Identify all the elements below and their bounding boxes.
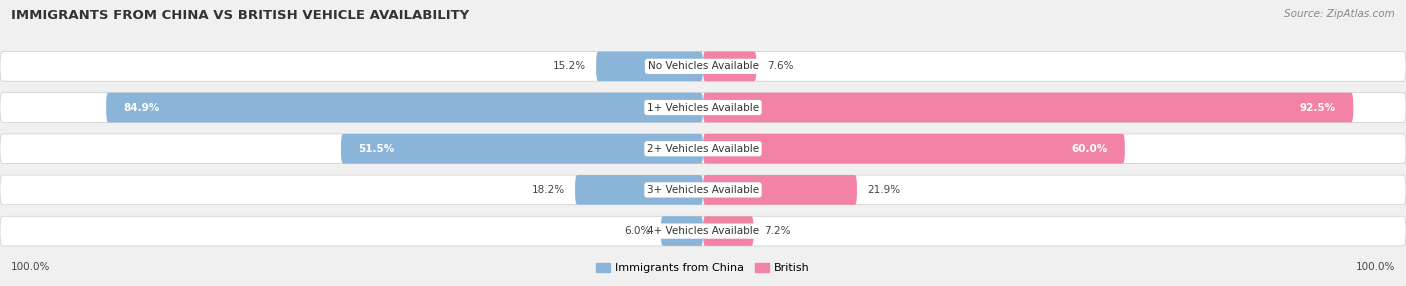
- Text: 1+ Vehicles Available: 1+ Vehicles Available: [647, 103, 759, 112]
- Text: 100.0%: 100.0%: [11, 262, 51, 272]
- FancyBboxPatch shape: [703, 51, 756, 81]
- Text: Source: ZipAtlas.com: Source: ZipAtlas.com: [1284, 9, 1395, 19]
- FancyBboxPatch shape: [0, 134, 1406, 164]
- FancyBboxPatch shape: [105, 93, 703, 122]
- FancyBboxPatch shape: [661, 216, 703, 246]
- Text: 92.5%: 92.5%: [1299, 103, 1336, 112]
- FancyBboxPatch shape: [0, 93, 1406, 122]
- Text: 18.2%: 18.2%: [531, 185, 565, 195]
- Text: No Vehicles Available: No Vehicles Available: [648, 61, 758, 71]
- Legend: Immigrants from China, British: Immigrants from China, British: [592, 258, 814, 278]
- FancyBboxPatch shape: [703, 93, 1354, 122]
- Text: 100.0%: 100.0%: [1355, 262, 1395, 272]
- Text: 2+ Vehicles Available: 2+ Vehicles Available: [647, 144, 759, 154]
- FancyBboxPatch shape: [0, 51, 1406, 81]
- FancyBboxPatch shape: [596, 51, 703, 81]
- Text: 84.9%: 84.9%: [124, 103, 160, 112]
- FancyBboxPatch shape: [703, 134, 1125, 164]
- Text: 6.0%: 6.0%: [624, 226, 650, 236]
- Text: 51.5%: 51.5%: [359, 144, 395, 154]
- Text: 15.2%: 15.2%: [553, 61, 586, 71]
- FancyBboxPatch shape: [703, 175, 858, 205]
- Text: 3+ Vehicles Available: 3+ Vehicles Available: [647, 185, 759, 195]
- Text: 4+ Vehicles Available: 4+ Vehicles Available: [647, 226, 759, 236]
- FancyBboxPatch shape: [575, 175, 703, 205]
- FancyBboxPatch shape: [703, 216, 754, 246]
- Text: 21.9%: 21.9%: [868, 185, 901, 195]
- FancyBboxPatch shape: [0, 216, 1406, 246]
- Text: IMMIGRANTS FROM CHINA VS BRITISH VEHICLE AVAILABILITY: IMMIGRANTS FROM CHINA VS BRITISH VEHICLE…: [11, 9, 470, 21]
- Text: 7.2%: 7.2%: [765, 226, 790, 236]
- FancyBboxPatch shape: [0, 175, 1406, 205]
- Text: 7.6%: 7.6%: [768, 61, 793, 71]
- FancyBboxPatch shape: [340, 134, 703, 164]
- Text: 60.0%: 60.0%: [1071, 144, 1108, 154]
